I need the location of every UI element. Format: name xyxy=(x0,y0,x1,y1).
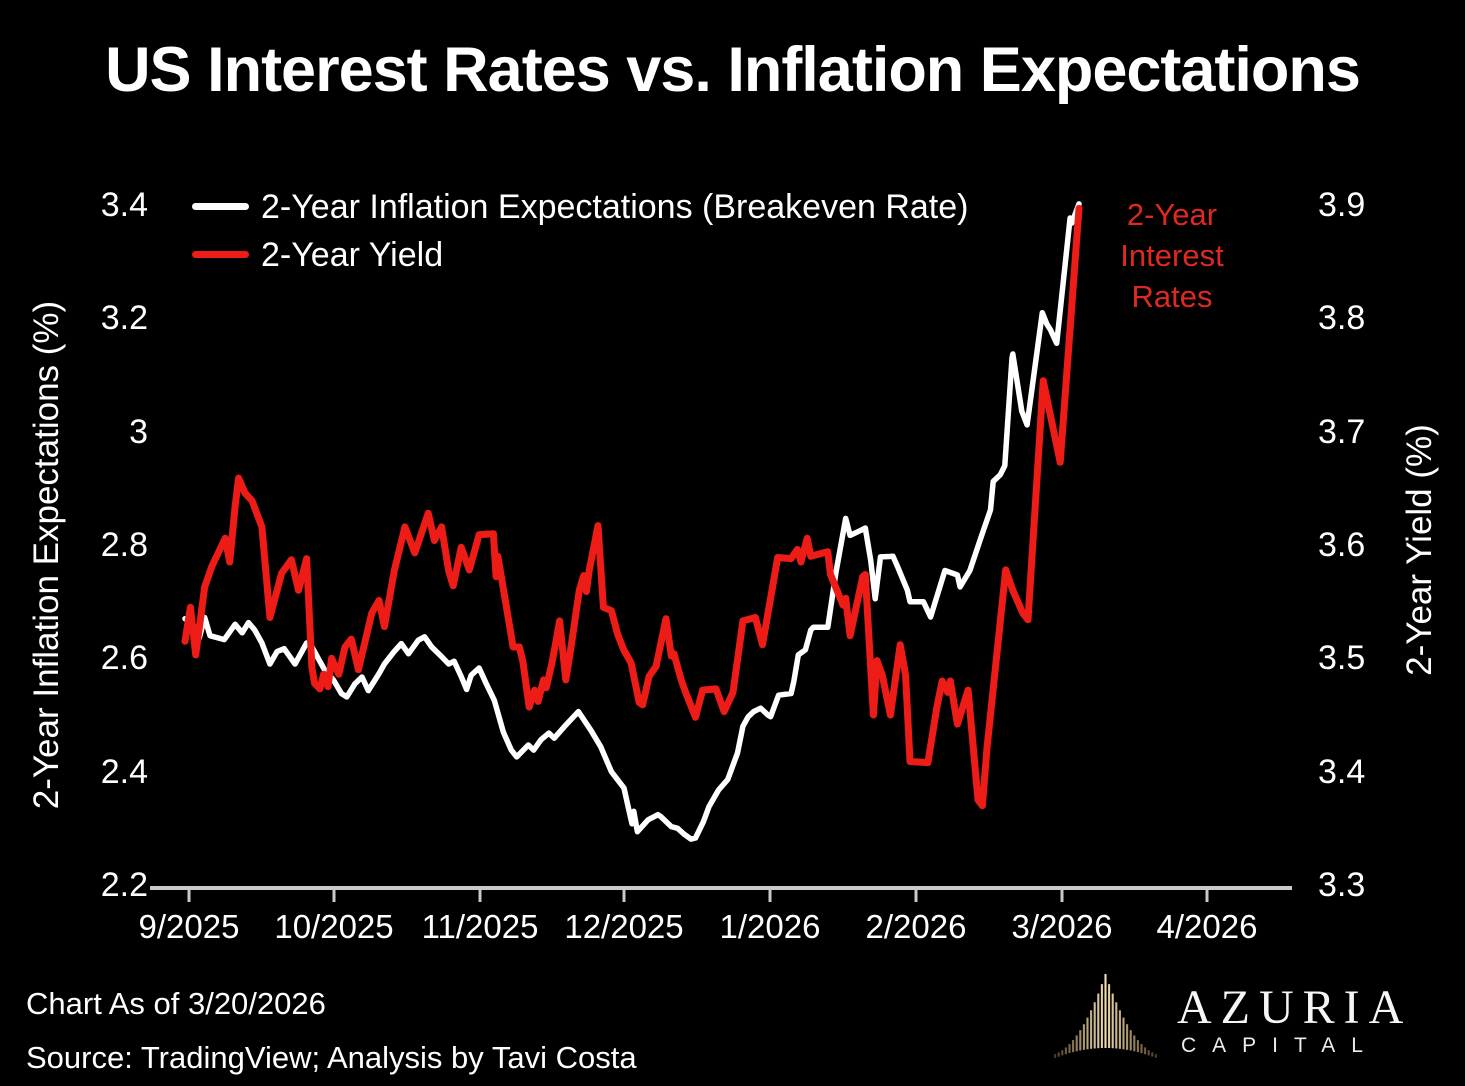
left-axis-tick-label: 2.8 xyxy=(100,526,148,564)
legend-label-yield: 2-Year Yield xyxy=(261,236,444,274)
yield-annotation-line2: Interest xyxy=(1120,238,1224,273)
right-axis-tick-label: 3.7 xyxy=(1318,412,1366,451)
legend-swatch-yield xyxy=(192,251,249,258)
x-axis-month-label: 10/2025 xyxy=(274,908,394,945)
x-axis-month-label: 12/2025 xyxy=(564,908,684,945)
x-axis-month-label: 3/2026 xyxy=(1011,908,1113,945)
yield-line xyxy=(181,204,1083,810)
x-axis-month-label: 1/2026 xyxy=(719,908,821,945)
right-axis-tick-label: 3.5 xyxy=(1318,639,1366,678)
as-of-date: Chart As of 3/20/2026 xyxy=(26,986,326,1021)
x-axis-month-label: 2/2026 xyxy=(865,908,967,945)
source-credit: Source: TradingView; Analysis by Tavi Co… xyxy=(26,1040,637,1075)
mountain-fan-icon xyxy=(1054,974,1157,1058)
right-axis-tick-label: 3.3 xyxy=(1318,866,1366,904)
x-axis-month-label: 4/2026 xyxy=(1156,908,1258,945)
brand-subtitle: CAPITAL xyxy=(1181,1034,1379,1057)
right-axis-tick-label: 3.4 xyxy=(1318,752,1366,791)
right-axis-tick-label: 3.9 xyxy=(1318,186,1366,224)
inflation-expectations-line xyxy=(182,201,1082,842)
brand-name: AZURIA xyxy=(1177,981,1413,1034)
x-axis-month-label: 11/2025 xyxy=(421,908,539,945)
right-axis-tick-label: 3.8 xyxy=(1318,299,1366,338)
x-axis-month-label: 9/2025 xyxy=(138,908,240,945)
page-title: US Interest Rates vs. Inflation Expectat… xyxy=(105,35,1361,105)
left-axis-tick-label: 3.4 xyxy=(100,186,148,224)
right-axis-tick-label: 3.6 xyxy=(1318,526,1366,564)
legend-swatch-inflation xyxy=(192,203,249,210)
legend-label-inflation: 2-Year Inflation Expectations (Breakeven… xyxy=(261,188,969,226)
yield-annotation-line1: 2-Year xyxy=(1126,197,1218,232)
left-axis-tick-label: 3 xyxy=(129,412,148,451)
left-axis-tick-label: 2.6 xyxy=(100,639,148,678)
yield-annotation-line3: Rates xyxy=(1131,279,1213,314)
company-logo: AZURIA CAPITAL xyxy=(1044,970,1454,1070)
left-axis-tick-label: 2.2 xyxy=(100,866,148,904)
yield-annotation: 2-Year Interest Rates xyxy=(1068,194,1276,317)
left-axis-tick-label: 3.2 xyxy=(100,299,148,338)
left-axis-tick-label: 2.4 xyxy=(100,752,148,791)
